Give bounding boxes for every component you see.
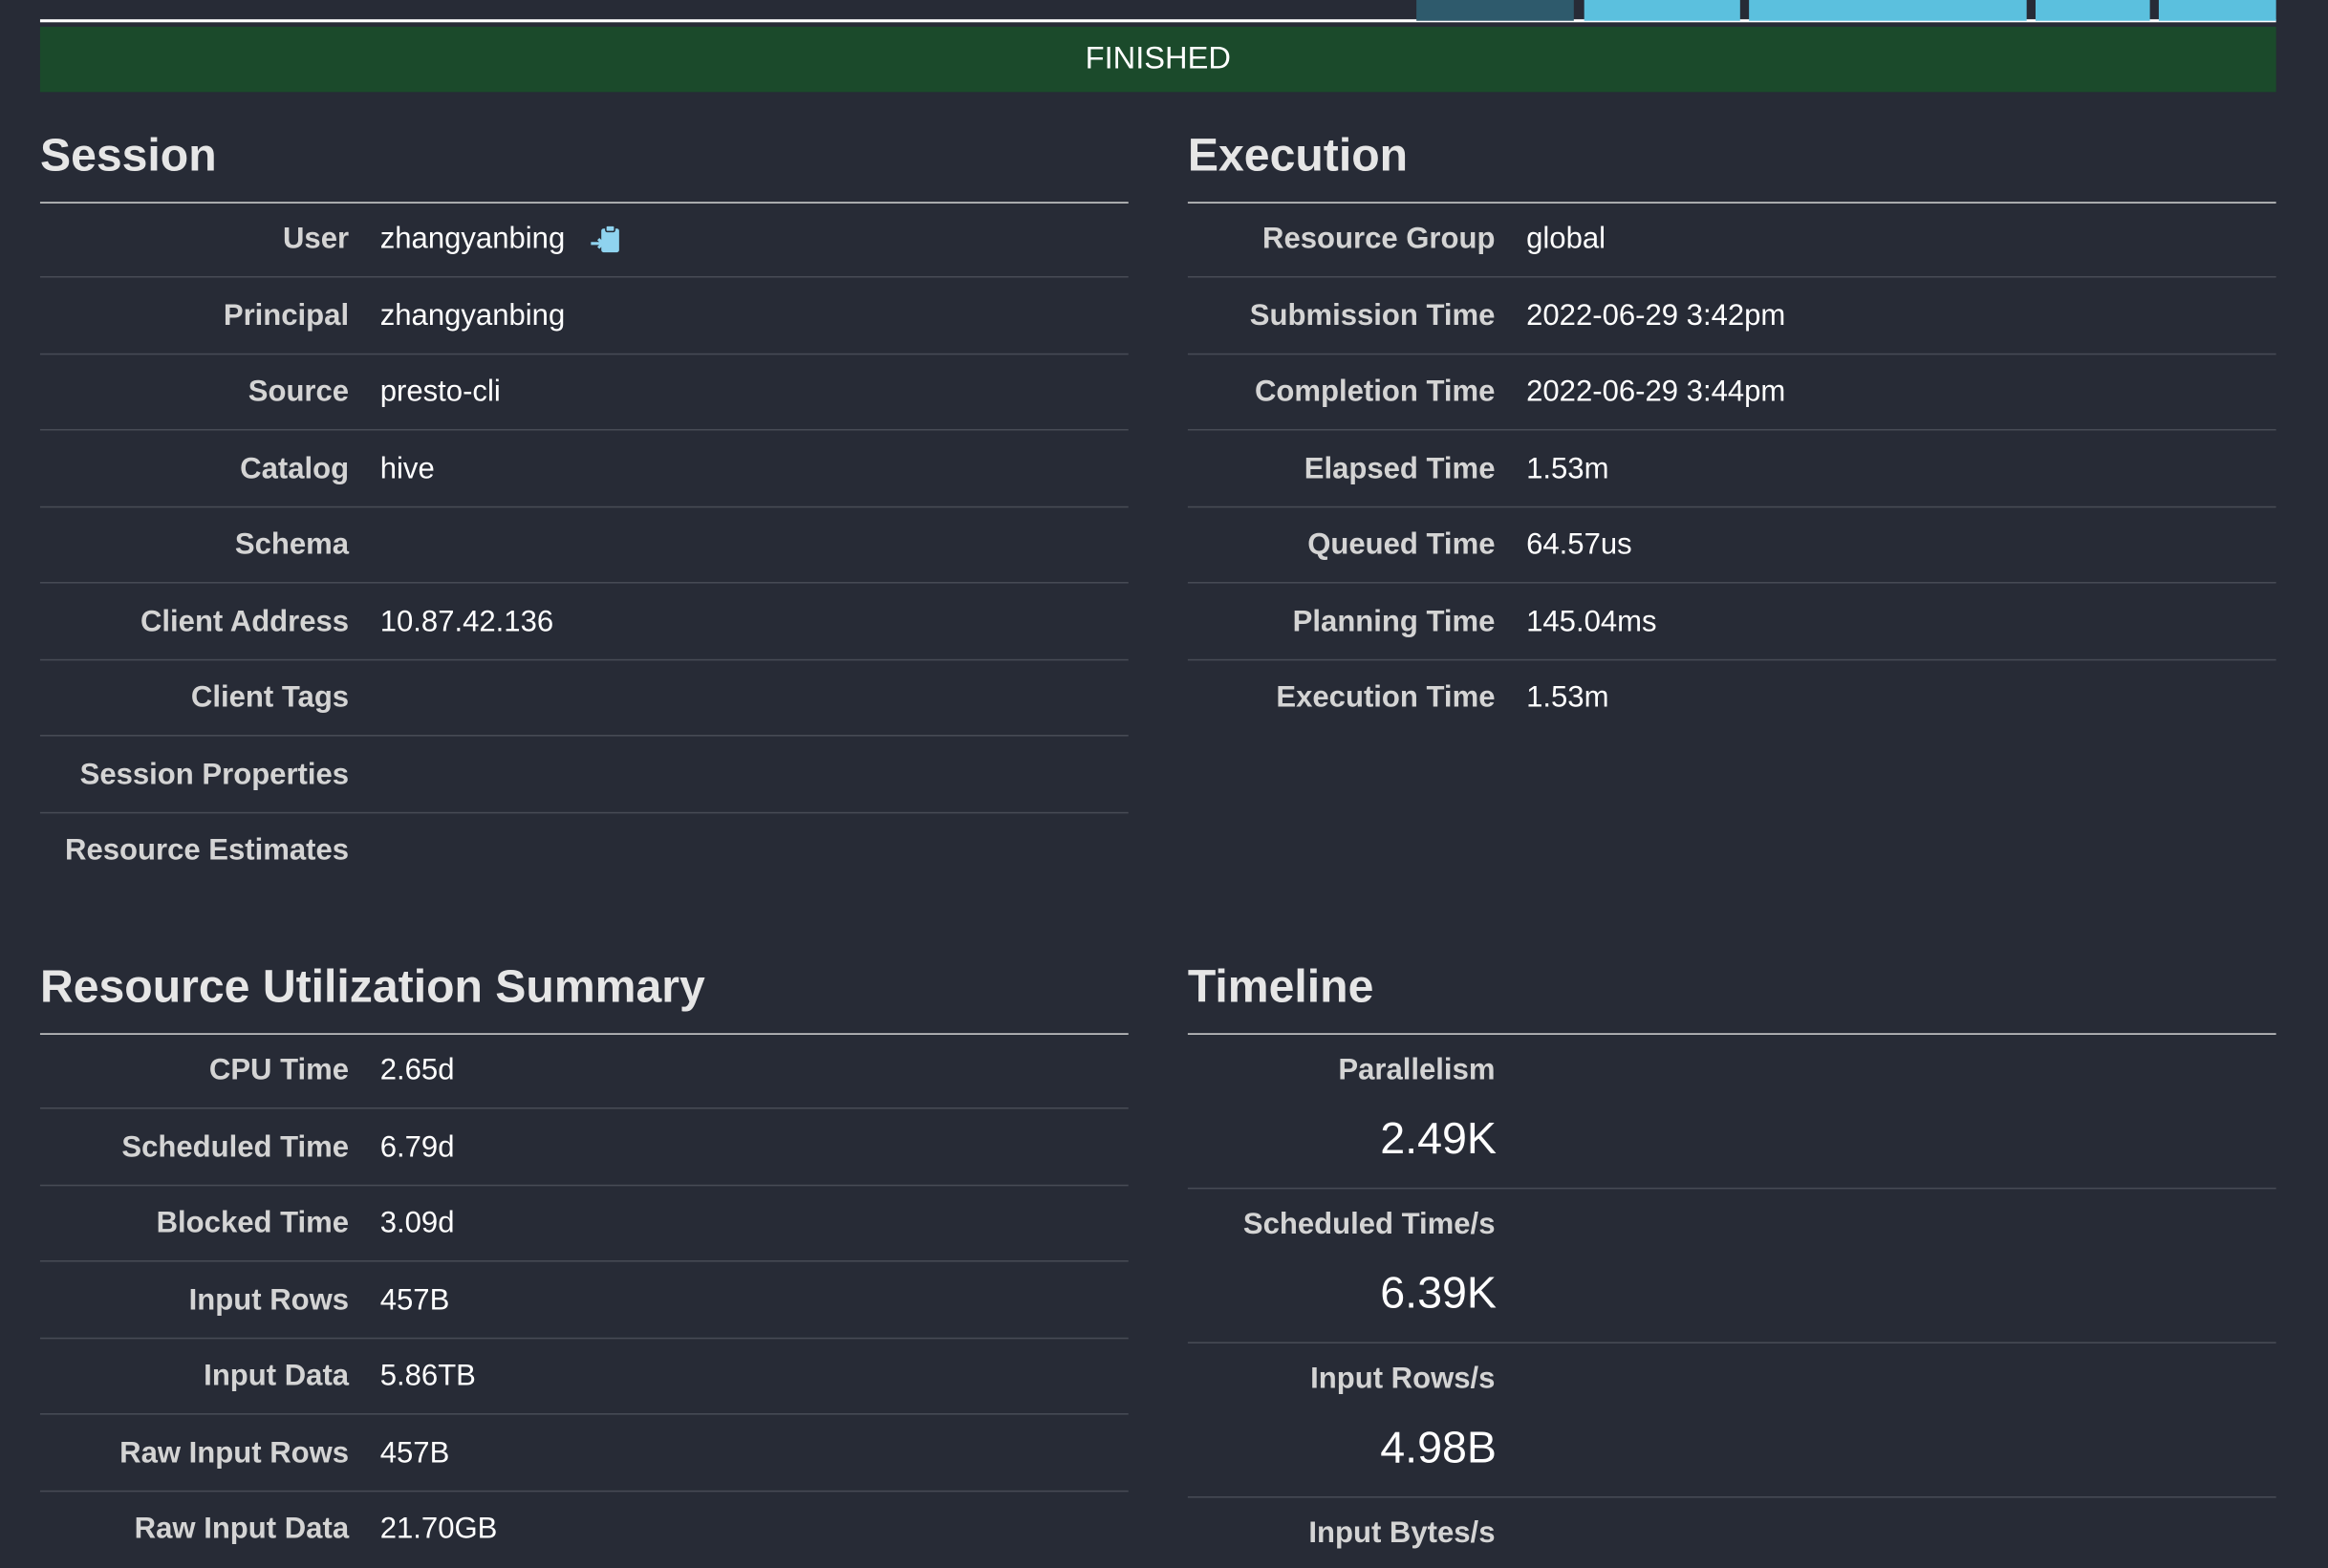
row-separator bbox=[39, 275, 1129, 278]
row-label: Source bbox=[248, 376, 350, 409]
tab[interactable] bbox=[1749, 0, 2027, 21]
row-value: 457B bbox=[379, 1283, 450, 1317]
row-label: CPU Time bbox=[208, 1054, 350, 1087]
row-value: hive bbox=[379, 452, 435, 485]
row-separator bbox=[39, 735, 1129, 737]
row-value: 2022-06-29 3:44pm bbox=[1526, 376, 1786, 409]
row-value: 457B bbox=[379, 1436, 450, 1470]
row-value: 6.79d bbox=[379, 1130, 455, 1164]
row-label: Input Data bbox=[204, 1360, 350, 1393]
row-separator bbox=[1187, 1496, 2276, 1498]
row-separator bbox=[39, 428, 1129, 431]
row-value: zhangyanbing bbox=[379, 223, 566, 256]
row-label: Raw Input Data bbox=[134, 1513, 350, 1546]
row-label: Input Rows bbox=[188, 1283, 350, 1317]
row-separator bbox=[39, 582, 1129, 584]
row-value: 21.70GB bbox=[379, 1513, 498, 1546]
row-separator bbox=[39, 1260, 1129, 1262]
copy-icon[interactable] bbox=[590, 223, 622, 255]
row-separator bbox=[1187, 428, 2276, 431]
row-label: Submission Time bbox=[1249, 299, 1496, 333]
section-title: Timeline bbox=[1187, 960, 1374, 1013]
row-label: Execution Time bbox=[1276, 681, 1496, 715]
row-label: Raw Input Rows bbox=[119, 1436, 350, 1470]
section-rule bbox=[39, 202, 1129, 204]
timeline-label: Scheduled Time/s bbox=[1242, 1208, 1496, 1241]
row-label: Client Address bbox=[140, 605, 350, 638]
row-label: Client Tags bbox=[190, 681, 350, 715]
row-label: Planning Time bbox=[1292, 605, 1496, 638]
row-separator bbox=[39, 1106, 1129, 1109]
tab[interactable] bbox=[2158, 0, 2276, 21]
section-rule bbox=[1187, 202, 2276, 204]
timeline-label: Input Rows/s bbox=[1310, 1363, 1496, 1396]
row-label: Queued Time bbox=[1307, 528, 1496, 562]
row-value: presto-cli bbox=[379, 376, 501, 409]
tab[interactable] bbox=[1416, 0, 1574, 21]
row-label: Blocked Time bbox=[156, 1207, 350, 1240]
section-rule bbox=[1187, 1033, 2276, 1035]
row-label: Scheduled Time bbox=[121, 1130, 350, 1164]
row-separator bbox=[1187, 275, 2276, 278]
timeline-label: Parallelism bbox=[1338, 1054, 1496, 1087]
status-bar: FINISHED bbox=[39, 26, 2276, 93]
row-label: Schema bbox=[234, 528, 350, 562]
row-value: 1.53m bbox=[1526, 452, 1609, 485]
row-separator bbox=[39, 505, 1129, 507]
row-value: 3.09d bbox=[379, 1207, 455, 1240]
row-value: 2022-06-29 3:42pm bbox=[1526, 299, 1786, 333]
row-label: Session Properties bbox=[79, 758, 350, 791]
section-title: Resource Utilization Summary bbox=[39, 960, 705, 1013]
row-label: Elapsed Time bbox=[1304, 452, 1496, 485]
row-value: 10.87.42.136 bbox=[379, 605, 554, 638]
row-value: zhangyanbing bbox=[379, 299, 566, 333]
row-separator bbox=[39, 1183, 1129, 1186]
tab[interactable] bbox=[2035, 0, 2150, 21]
section-title: Execution bbox=[1187, 129, 1409, 182]
row-separator bbox=[39, 658, 1129, 660]
row-separator bbox=[1187, 582, 2276, 584]
section-title: Session bbox=[39, 129, 217, 182]
top-rule bbox=[39, 19, 2276, 23]
row-separator bbox=[39, 1490, 1129, 1492]
row-label: Resource Group bbox=[1262, 223, 1496, 256]
row-value: 64.57us bbox=[1526, 528, 1632, 562]
row-separator bbox=[39, 352, 1129, 354]
row-separator bbox=[1187, 1342, 2276, 1344]
timeline-value: 4.98B bbox=[1380, 1423, 1498, 1473]
row-separator bbox=[1187, 1187, 2276, 1190]
row-value: 2.65d bbox=[379, 1054, 455, 1087]
row-value: 1.53m bbox=[1526, 681, 1609, 715]
timeline-value: 6.39K bbox=[1380, 1269, 1498, 1319]
row-value: global bbox=[1526, 223, 1606, 256]
row-label: Catalog bbox=[240, 452, 350, 485]
row-separator bbox=[39, 1413, 1129, 1415]
timeline-label: Input Bytes/s bbox=[1308, 1516, 1496, 1550]
row-separator bbox=[39, 1337, 1129, 1339]
row-separator bbox=[39, 811, 1129, 813]
row-value: 5.86TB bbox=[379, 1360, 476, 1393]
row-label: User bbox=[282, 223, 350, 256]
row-separator bbox=[1187, 505, 2276, 507]
row-label: Principal bbox=[223, 299, 350, 333]
row-value: 145.04ms bbox=[1526, 605, 1657, 638]
row-separator bbox=[1187, 658, 2276, 660]
section-rule bbox=[39, 1033, 1129, 1035]
row-separator bbox=[1187, 352, 2276, 354]
row-label: Completion Time bbox=[1254, 376, 1496, 409]
timeline-value: 2.49K bbox=[1380, 1114, 1498, 1165]
row-label: Resource Estimates bbox=[65, 834, 350, 868]
tab[interactable] bbox=[1584, 0, 1740, 21]
